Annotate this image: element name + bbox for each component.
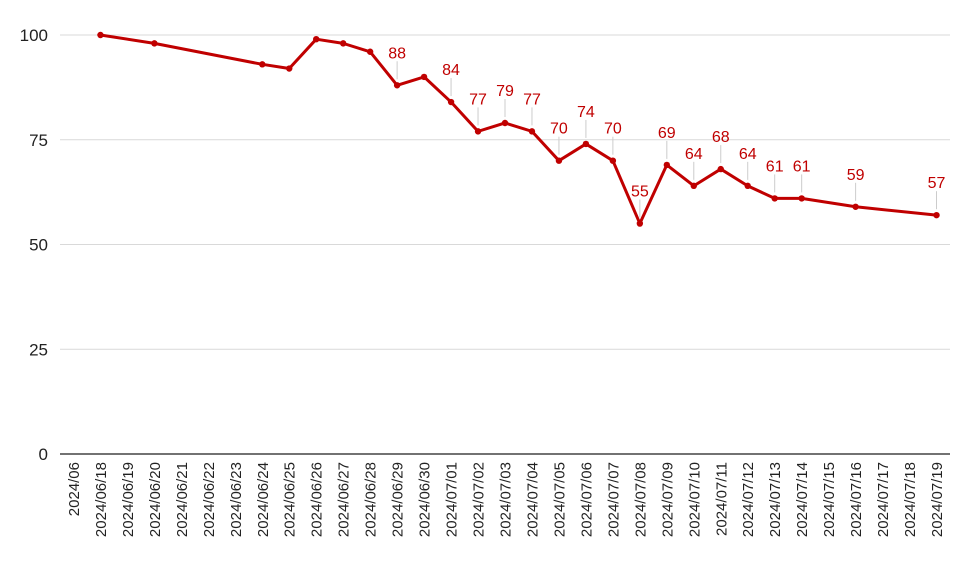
data-label: 57 xyxy=(928,175,946,192)
data-label: 70 xyxy=(550,121,568,138)
x-tick-label: 2024/07/14 xyxy=(794,462,811,537)
data-label: 64 xyxy=(685,146,703,163)
data-label: 88 xyxy=(388,45,406,62)
x-tick-label: 2024/07/13 xyxy=(767,462,784,537)
x-tick-label: 2024/06/22 xyxy=(201,462,218,537)
data-label: 77 xyxy=(469,91,487,108)
x-tick-label: 2024/07/06 xyxy=(578,462,595,537)
data-labels: 88 84 77 79 77 70 74 70 55 69 64 68 64 61 61 59 57 xyxy=(388,45,946,218)
y-tick-label: 75 xyxy=(29,131,48,150)
x-tick-label: 2024/06/26 xyxy=(309,462,326,537)
x-tick-label: 2024/06/30 xyxy=(417,462,434,537)
x-axis-ticks: 2024/06 2024/06/18 2024/06/19 2024/06/20 202… xyxy=(66,462,946,537)
x-tick-label: 2024/06/18 xyxy=(93,462,110,537)
data-label: 59 xyxy=(847,167,865,184)
x-tick-label: 2024/06/20 xyxy=(147,462,164,537)
data-point xyxy=(313,35,320,43)
x-tick-label: 2024/07/05 xyxy=(551,462,568,537)
x-tick-label: 2024/07/01 xyxy=(444,462,461,537)
x-tick-label: 2024/06 xyxy=(66,462,83,516)
data-point xyxy=(97,31,104,39)
data-label: 74 xyxy=(577,104,595,121)
data-point xyxy=(151,40,158,47)
data-point xyxy=(798,195,805,202)
data-point xyxy=(744,182,751,190)
data-point xyxy=(555,157,563,164)
y-tick-label: 50 xyxy=(29,236,48,255)
data-point xyxy=(286,65,293,72)
data-point xyxy=(447,98,455,106)
data-point xyxy=(339,40,347,47)
x-tick-label: 2024/07/17 xyxy=(875,462,892,537)
data-point xyxy=(690,182,697,190)
data-point xyxy=(366,48,374,55)
x-tick-label: 2024/07/02 xyxy=(471,462,488,537)
x-tick-label: 2024/07/19 xyxy=(929,462,946,537)
x-tick-label: 2024/07/16 xyxy=(848,462,865,537)
x-tick-label: 2024/07/09 xyxy=(659,462,676,537)
data-point xyxy=(501,119,509,127)
gridlines xyxy=(60,34,950,455)
x-tick-label: 2024/06/25 xyxy=(282,462,299,537)
data-label: 84 xyxy=(442,62,460,79)
series-layer xyxy=(97,31,940,227)
x-tick-label: 2024/06/27 xyxy=(336,462,353,537)
x-tick-label: 2024/07/11 xyxy=(713,462,730,536)
data-label: 79 xyxy=(496,83,514,100)
data-point xyxy=(528,128,536,135)
data-point xyxy=(852,203,859,210)
data-label: 68 xyxy=(712,129,730,146)
x-tick-label: 2024/06/29 xyxy=(390,462,407,537)
x-tick-label: 2024/06/21 xyxy=(174,462,191,537)
x-tick-label: 2024/07/03 xyxy=(498,462,515,537)
data-point xyxy=(393,82,401,89)
y-axis-ticks: 0 25 50 75 100 xyxy=(20,26,48,464)
x-tick-label: 2024/07/07 xyxy=(605,462,622,537)
data-label: 64 xyxy=(739,146,757,163)
data-point xyxy=(717,165,724,173)
x-tick-label: 2024/07/12 xyxy=(740,462,757,537)
data-point xyxy=(420,73,428,81)
x-tick-label: 2024/06/23 xyxy=(228,462,245,537)
data-point xyxy=(259,61,266,68)
data-point xyxy=(609,157,617,164)
y-tick-label: 100 xyxy=(20,26,48,45)
data-point xyxy=(663,161,671,169)
y-tick-label: 25 xyxy=(29,340,48,359)
data-point xyxy=(933,211,940,219)
x-tick-label: 2024/07/10 xyxy=(686,462,703,537)
data-label: 69 xyxy=(658,125,676,142)
x-tick-label: 2024/07/08 xyxy=(632,462,649,537)
data-point xyxy=(636,220,644,227)
x-tick-label: 2024/07/18 xyxy=(902,462,919,537)
x-tick-label: 2024/06/24 xyxy=(255,462,272,537)
x-tick-label: 2024/06/19 xyxy=(120,462,137,537)
data-label: 70 xyxy=(604,121,622,138)
x-tick-label: 2024/07/15 xyxy=(821,462,838,537)
data-point xyxy=(582,140,590,148)
y-tick-label: 0 xyxy=(39,445,48,464)
data-label: 61 xyxy=(793,158,811,175)
data-point xyxy=(771,195,778,202)
data-label: 77 xyxy=(523,91,541,108)
data-point xyxy=(474,128,482,135)
data-label: 61 xyxy=(766,158,784,175)
x-tick-label: 2024/07/04 xyxy=(524,462,541,537)
data-label: 55 xyxy=(631,184,649,201)
x-tick-label: 2024/06/28 xyxy=(363,462,380,537)
series-line xyxy=(98,33,939,226)
